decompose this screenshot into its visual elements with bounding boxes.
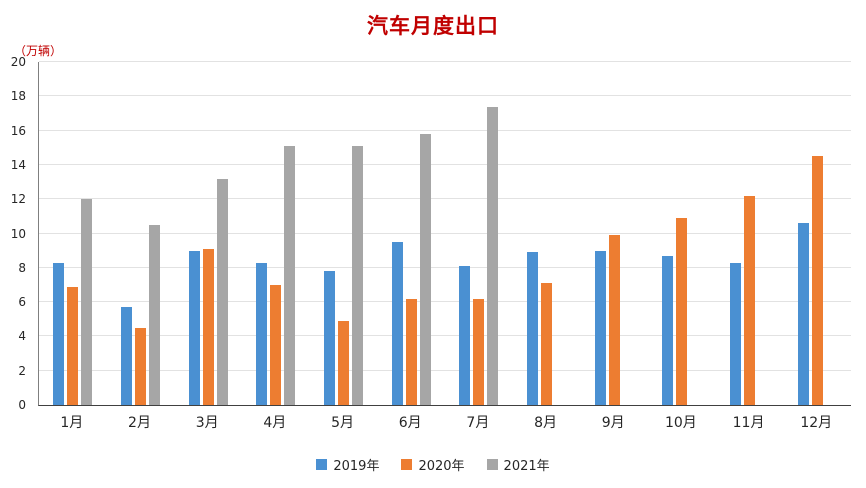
bar-2021年	[81, 199, 93, 405]
legend-swatch-icon	[316, 459, 328, 470]
bar-2021年	[487, 106, 499, 405]
legend-swatch-icon	[401, 459, 413, 470]
bar-group	[648, 62, 716, 405]
bar-group	[242, 62, 310, 405]
bar-groups	[39, 62, 851, 405]
bar-2021年	[216, 178, 228, 405]
bar-2020年	[744, 195, 756, 405]
bar-group	[377, 62, 445, 405]
x-tick-label: 8月	[534, 415, 557, 431]
gridline	[39, 369, 851, 371]
bar-2019年	[256, 262, 268, 405]
bar-group	[445, 62, 513, 405]
gridline	[39, 95, 851, 97]
bar-2020年	[270, 284, 282, 405]
x-tick-label: 10月	[664, 415, 697, 431]
gridline	[39, 232, 851, 234]
bar-group	[39, 62, 107, 405]
bar-2019年	[797, 223, 809, 405]
bar-2021年	[149, 224, 160, 405]
legend-label: 2020年	[418, 459, 465, 474]
bar-2020年	[202, 248, 214, 405]
bar-2020年	[608, 235, 620, 405]
x-tick-label: 5月	[331, 415, 354, 431]
bar-2019年	[324, 271, 336, 405]
bar-2020年	[67, 286, 79, 405]
bar-group	[513, 62, 581, 405]
x-axis-tick-labels: 1月 2月 3月 4月 5月 6月 7月 8月 9月 10月 11月 12月	[38, 412, 850, 432]
y-tick-label: 18	[10, 89, 26, 104]
y-axis-tick-labels: 0 2 4 6 8 10 12 14 16 18 20	[0, 56, 32, 411]
y-tick-label: 0	[18, 398, 26, 412]
gridline	[39, 301, 851, 303]
legend: 2019年 2020年 2021年	[0, 455, 866, 474]
bar-2019年	[662, 255, 674, 405]
gridline	[39, 163, 851, 165]
bar-group	[310, 62, 378, 405]
bar-2020年	[676, 218, 688, 405]
y-tick-label: 16	[10, 123, 26, 138]
y-tick-label: 2	[18, 363, 26, 378]
x-tick-label: 9月	[601, 415, 625, 431]
x-tick-label: 1月	[60, 415, 84, 431]
bar-2021年	[419, 134, 431, 405]
bar-group	[783, 62, 851, 405]
bar-2020年	[541, 283, 553, 405]
bar-group	[580, 62, 648, 405]
legend-item: 2021年	[486, 455, 550, 474]
x-tick-label: 2月	[128, 415, 151, 431]
y-tick-label: 4	[18, 329, 26, 344]
legend-item: 2020年	[401, 455, 465, 474]
y-tick-label: 8	[18, 260, 26, 275]
bar-2021年	[284, 146, 296, 405]
x-tick-label: 6月	[398, 415, 422, 431]
chart-title: 汽车月度出口	[367, 13, 499, 38]
bar-2019年	[121, 307, 132, 405]
y-tick-label: 10	[10, 226, 26, 241]
legend-label: 2019年	[333, 459, 380, 474]
x-tick-label: 3月	[195, 415, 219, 431]
bar-2021年	[352, 146, 364, 405]
y-tick-label: 12	[10, 192, 26, 207]
y-tick-label: 20	[10, 55, 26, 69]
gridline	[39, 129, 851, 131]
bar-2020年	[405, 298, 417, 405]
legend-item: 2019年	[316, 455, 379, 474]
bar-2019年	[53, 262, 65, 405]
bar-2019年	[391, 242, 403, 405]
legend-label: 2021年	[503, 459, 550, 474]
x-tick-label: 12月	[800, 415, 833, 431]
bar-2020年	[811, 156, 823, 405]
plot-area	[38, 61, 851, 406]
y-tick-label: 6	[18, 295, 26, 310]
gridline	[39, 266, 851, 268]
gridline	[39, 335, 851, 337]
bar-group	[716, 62, 784, 405]
gridline	[39, 61, 851, 62]
bar-2019年	[594, 250, 606, 405]
x-tick-label: 4月	[263, 415, 287, 431]
bar-group	[107, 62, 175, 405]
bar-2020年	[338, 320, 350, 405]
bar-2019年	[730, 262, 742, 405]
bar-2019年	[459, 266, 471, 405]
x-tick-label: 7月	[466, 415, 490, 431]
x-tick-label: 11月	[732, 415, 765, 431]
legend-swatch-icon	[486, 459, 498, 470]
gridline	[39, 198, 851, 200]
bar-group	[174, 62, 242, 405]
bar-2019年	[527, 252, 539, 405]
bar-2019年	[188, 250, 200, 405]
y-tick-label: 14	[10, 157, 26, 172]
y-axis-unit-label: （万辆）	[14, 44, 63, 58]
bar-2020年	[135, 327, 146, 405]
bar-2020年	[473, 298, 485, 405]
